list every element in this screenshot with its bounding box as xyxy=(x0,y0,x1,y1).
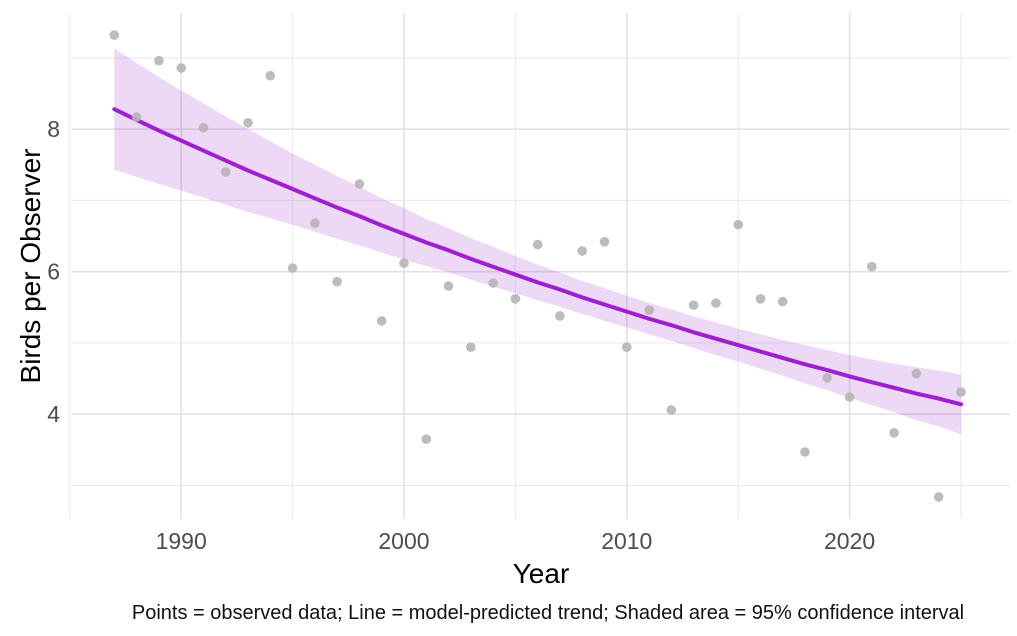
x-tick-label: 2010 xyxy=(601,528,652,554)
data-point xyxy=(131,112,142,122)
data-point xyxy=(109,30,120,40)
minor-gridlines xyxy=(69,13,1010,519)
data-point xyxy=(800,447,810,457)
y-tick-label: 4 xyxy=(47,401,60,427)
major-gridlines xyxy=(72,13,1010,519)
data-point xyxy=(666,405,677,415)
data-point xyxy=(688,300,699,311)
data-point xyxy=(956,387,966,397)
data-point xyxy=(443,281,454,291)
data-point xyxy=(287,263,298,273)
data-point xyxy=(644,305,654,316)
data-point xyxy=(555,311,565,321)
data-point xyxy=(310,218,320,228)
data-point xyxy=(466,342,476,353)
y-axis-title: Birds per Observer xyxy=(15,149,46,384)
data-point xyxy=(265,70,276,81)
data-point xyxy=(622,342,632,353)
data-point xyxy=(755,294,766,304)
data-point xyxy=(421,434,432,445)
data-point xyxy=(154,55,164,66)
data-point xyxy=(867,261,877,272)
data-point xyxy=(577,246,587,256)
data-point xyxy=(711,298,721,308)
data-point xyxy=(376,316,387,326)
data-point xyxy=(488,278,498,288)
data-point xyxy=(733,219,743,230)
y-tick-label: 6 xyxy=(47,259,60,285)
y-tick-labels: 4 6 8 xyxy=(47,116,60,427)
x-axis-title: Year xyxy=(513,558,570,589)
data-point xyxy=(777,296,788,307)
data-point xyxy=(532,239,543,250)
data-points xyxy=(109,30,966,502)
data-point xyxy=(911,368,922,379)
data-point xyxy=(510,294,521,304)
data-point xyxy=(889,428,899,438)
x-tick-label: 1990 xyxy=(156,528,207,554)
data-point xyxy=(354,179,365,189)
data-point xyxy=(332,276,342,287)
y-tick-label: 8 xyxy=(47,116,60,142)
trend-line xyxy=(112,107,963,407)
data-point xyxy=(198,122,209,133)
data-point xyxy=(243,118,253,128)
data-point xyxy=(176,63,186,73)
caption: Points = observed data; Line = model-pre… xyxy=(132,602,964,624)
x-tick-label: 2000 xyxy=(378,528,429,554)
data-point xyxy=(599,237,610,247)
x-tick-label: 2020 xyxy=(824,528,875,554)
data-point xyxy=(933,492,944,502)
data-point xyxy=(822,373,833,383)
confidence-band xyxy=(114,48,961,435)
x-tick-labels: 1990 2000 2010 2020 xyxy=(156,528,876,554)
data-point xyxy=(220,167,231,177)
data-point xyxy=(399,258,409,268)
data-point xyxy=(844,392,855,402)
